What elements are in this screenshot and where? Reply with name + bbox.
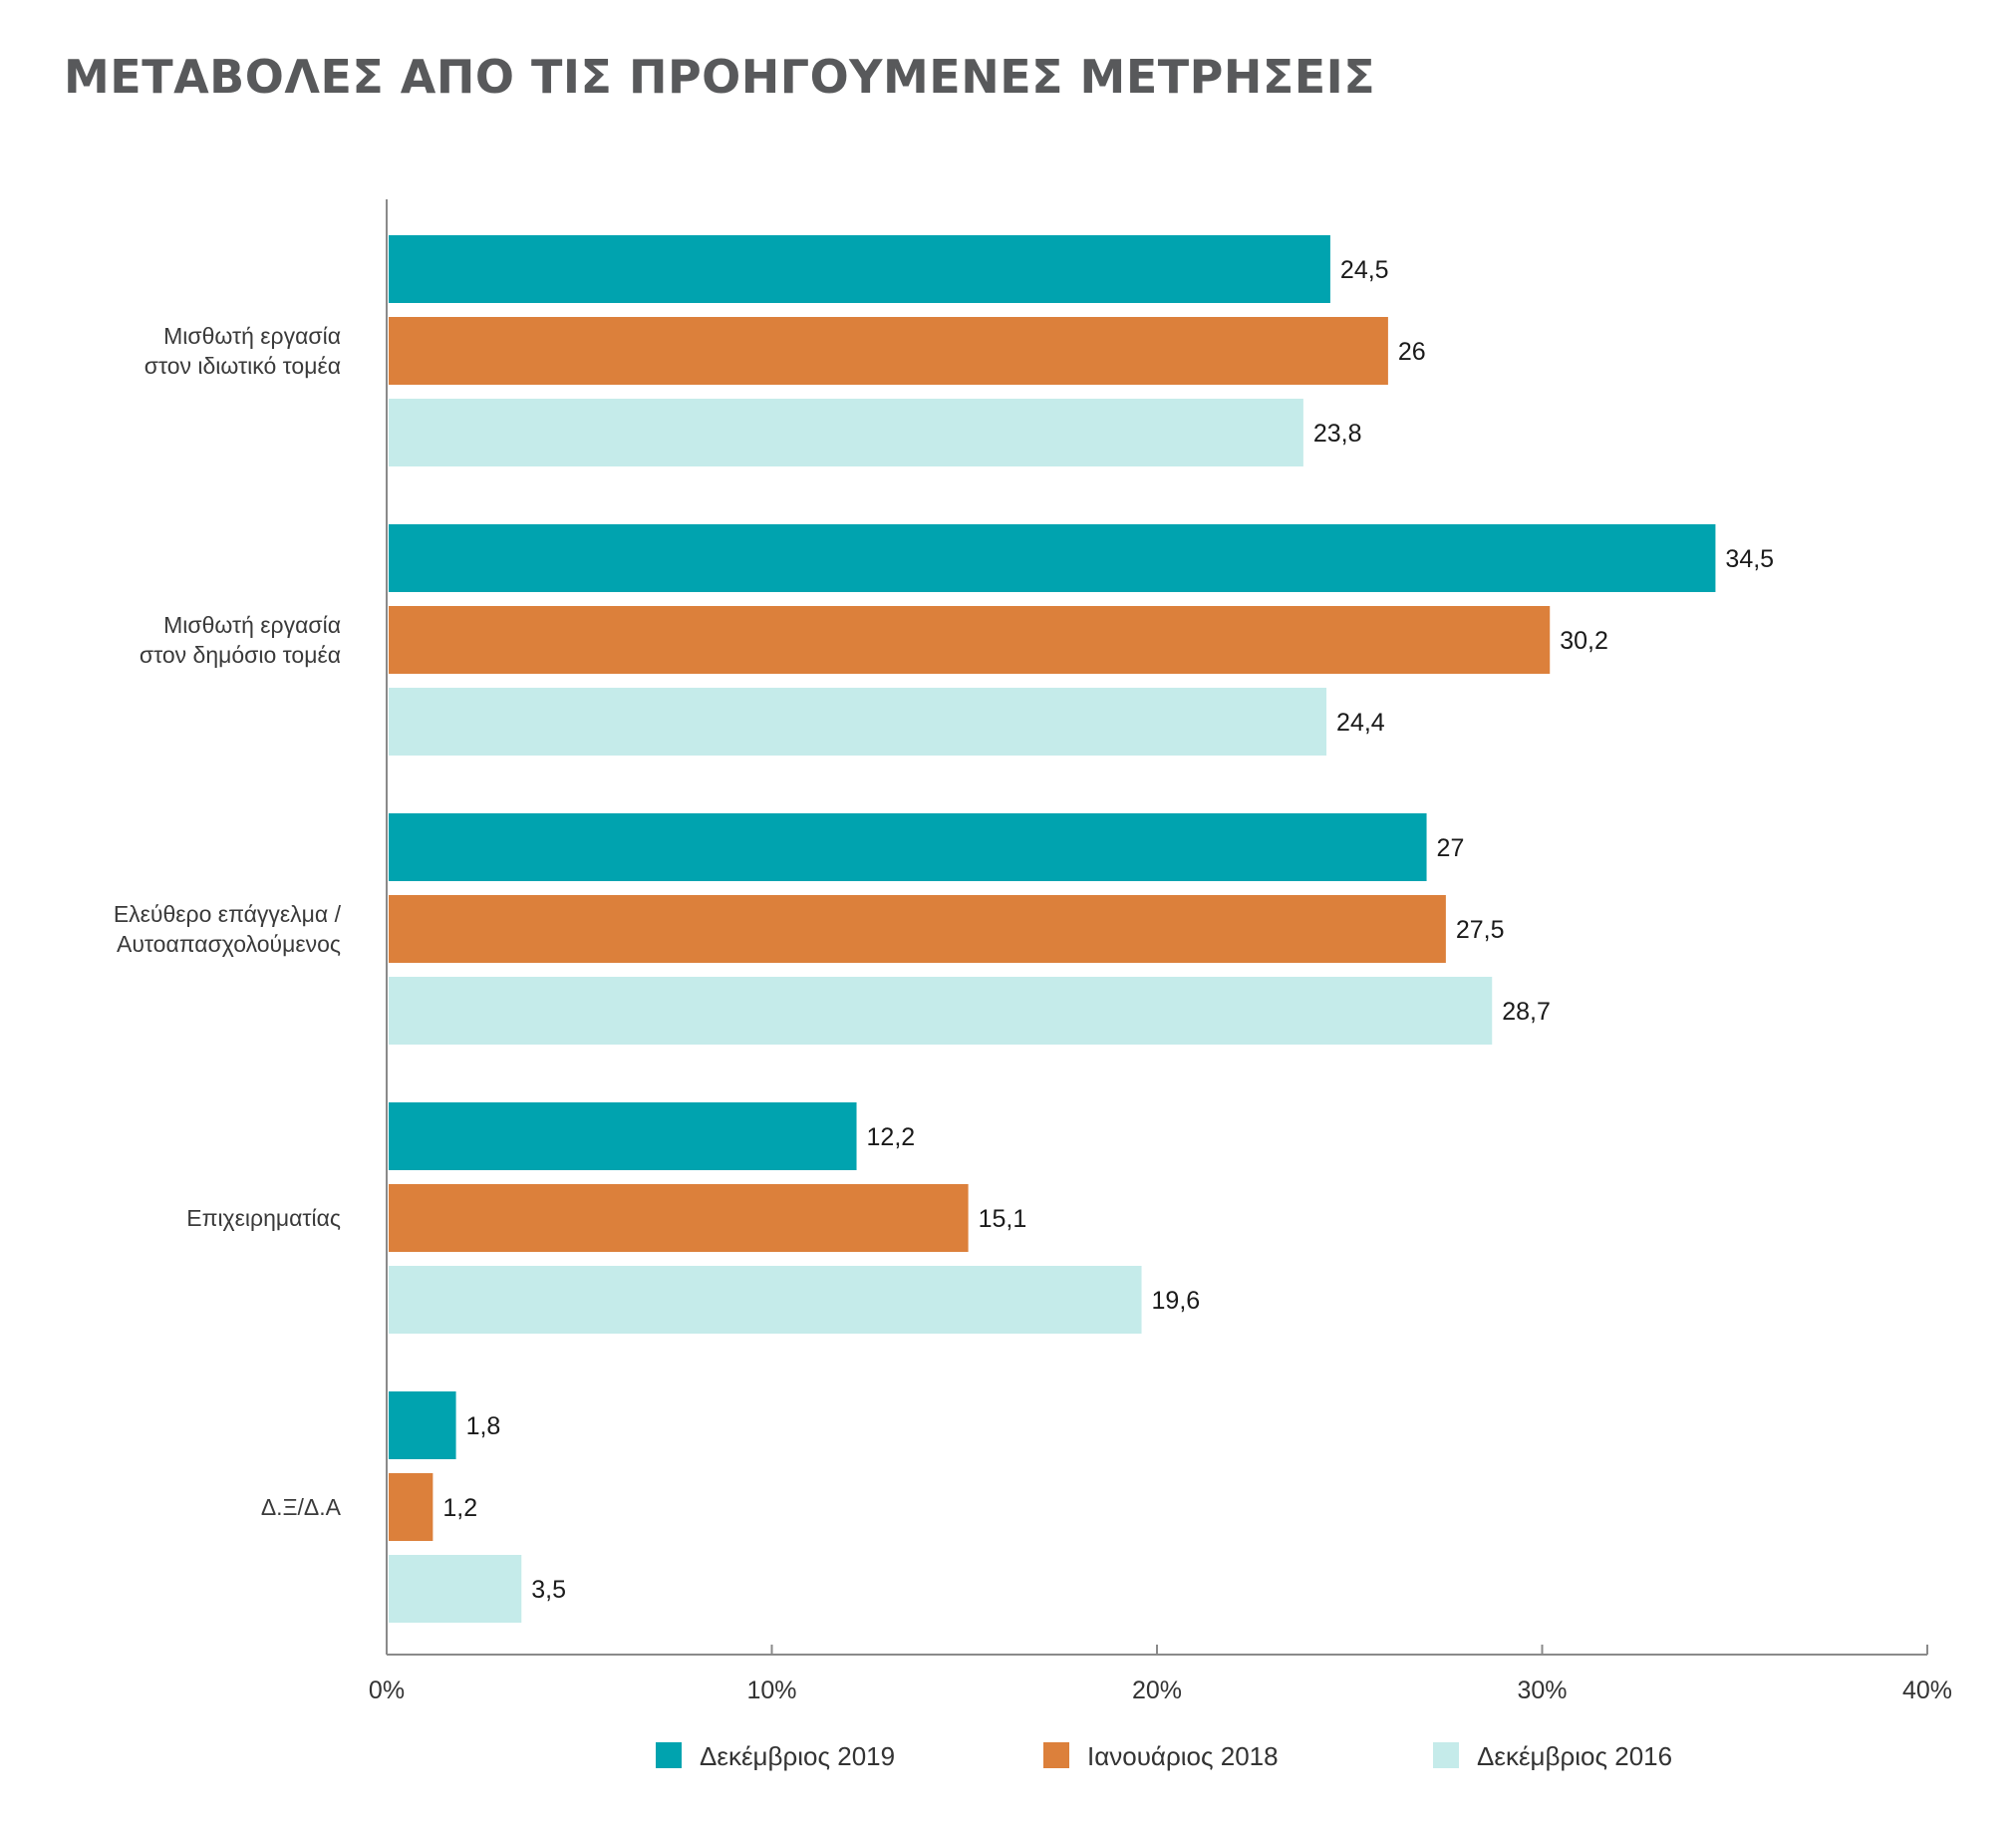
bar xyxy=(389,1391,456,1459)
labels-layer: 24,5 26 23,8 Μισθωτή εργασία στον ιδιωτικό τ… xyxy=(114,256,1774,1604)
bars-layer xyxy=(389,235,1716,1623)
bar xyxy=(389,1555,522,1623)
x-tick-label: 10% xyxy=(746,1677,796,1704)
bar xyxy=(389,1102,857,1170)
category-label: στον δημόσιο τομέα xyxy=(140,642,341,668)
bar xyxy=(389,1184,969,1252)
data-label: 3,5 xyxy=(531,1576,566,1604)
x-tick-label: 0% xyxy=(369,1677,405,1704)
data-label: 28,7 xyxy=(1502,998,1551,1026)
bar xyxy=(389,606,1551,674)
legend: Δεκέμβριος 2019 Ιανουάριος 2018 Δεκέμβριος… xyxy=(656,1741,1672,1771)
category-label: Αυτοαπασχολούμενος xyxy=(117,931,341,957)
data-label: 19,6 xyxy=(1152,1287,1201,1315)
category-label: Μισθωτή εργασία xyxy=(163,612,341,638)
data-label: 15,1 xyxy=(979,1205,1027,1233)
bar xyxy=(389,1473,433,1541)
data-label: 30,2 xyxy=(1560,627,1608,655)
legend-swatch xyxy=(1043,1742,1069,1768)
bar xyxy=(389,317,1388,385)
category-label: Δ.Ξ/Δ.Α xyxy=(261,1494,342,1520)
legend-swatch xyxy=(656,1742,682,1768)
data-label: 1,8 xyxy=(466,1412,501,1440)
bar xyxy=(389,688,1327,756)
bar xyxy=(389,895,1446,963)
data-label: 24,5 xyxy=(1340,256,1389,284)
x-tick-label: 40% xyxy=(1902,1677,1952,1704)
legend-label: Ιανουάριος 2018 xyxy=(1087,1741,1279,1771)
category-label: στον ιδιωτικό τομέα xyxy=(144,353,341,379)
bar xyxy=(389,235,1330,303)
bar xyxy=(389,1266,1142,1334)
category-label: Ελεύθερο επάγγελμα / xyxy=(114,901,342,927)
axes-layer: 0% 10% 20% 30% 40% xyxy=(369,199,1952,1704)
bar xyxy=(389,399,1303,466)
data-label: 26 xyxy=(1398,338,1426,366)
bar xyxy=(389,977,1493,1045)
legend-swatch xyxy=(1433,1742,1459,1768)
data-label: 27,5 xyxy=(1456,916,1505,944)
bar xyxy=(389,524,1716,592)
category-label: Επιχειρηματίας xyxy=(186,1205,341,1231)
data-label: 24,4 xyxy=(1336,709,1385,737)
legend-label: Δεκέμβριος 2019 xyxy=(700,1741,895,1771)
data-label: 34,5 xyxy=(1725,545,1774,573)
data-label: 27 xyxy=(1437,834,1465,862)
data-label: 23,8 xyxy=(1313,420,1362,448)
legend-label: Δεκέμβριος 2016 xyxy=(1477,1741,1672,1771)
x-tick-label: 20% xyxy=(1132,1677,1182,1704)
data-label: 1,2 xyxy=(442,1494,477,1522)
data-label: 12,2 xyxy=(867,1123,916,1151)
x-tick-label: 30% xyxy=(1517,1677,1567,1704)
bar xyxy=(389,813,1427,881)
category-label: Μισθωτή εργασία xyxy=(163,323,341,349)
chart-title: ΜΕΤΑΒΟΛΕΣ ΑΠΟ ΤΙΣ ΠΡΟΗΓΟΥΜΕΝΕΣ ΜΕΤΡΗΣΕΙΣ xyxy=(64,50,1376,104)
